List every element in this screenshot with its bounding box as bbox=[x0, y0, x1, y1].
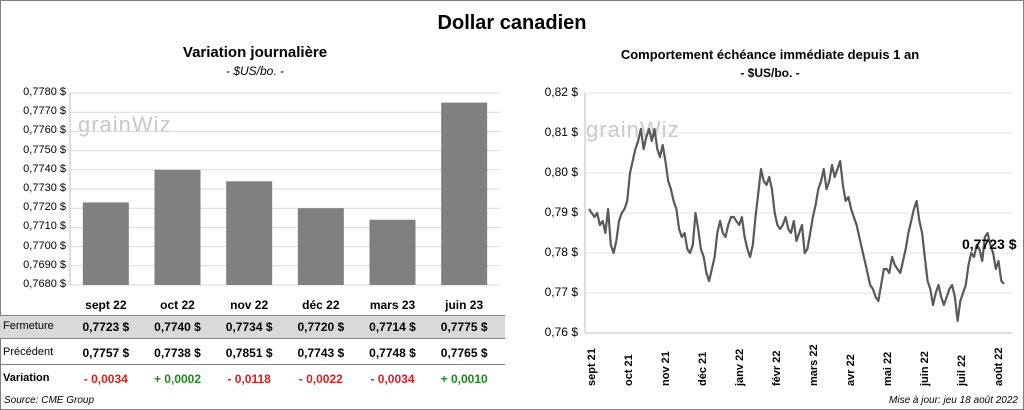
bar-category-label: nov 22 bbox=[230, 298, 269, 312]
line-y-tick-label: 0,77 $ bbox=[544, 285, 578, 299]
line-y-tick-label: 0,78 $ bbox=[544, 245, 578, 259]
right-chart-title: Comportement échéance immédiate depuis 1… bbox=[620, 47, 920, 62]
row-header-precedent: Précédent bbox=[3, 346, 54, 358]
precedent-cell: 0,7765 $ bbox=[440, 346, 488, 360]
variation-cell: - 0,0118 bbox=[227, 372, 271, 386]
bar-chart bbox=[69, 92, 500, 286]
fermeture-cell: 0,7714 $ bbox=[369, 320, 416, 334]
bar-y-tick-label: 0,7700 $ bbox=[23, 239, 66, 252]
table-row-fermeture: Fermeture bbox=[0, 315, 505, 339]
table-row-variation: Variation bbox=[0, 368, 505, 390]
right-chart-subtitle: - $US/bo. - bbox=[740, 66, 800, 80]
line-x-tick-label: déc 21 bbox=[697, 351, 709, 386]
bar bbox=[154, 169, 201, 285]
line-y-tick-label: 0,79 $ bbox=[544, 205, 578, 219]
bar bbox=[226, 181, 273, 285]
update-note: Mise à jour: jeu 18 août 2022 bbox=[889, 395, 1018, 406]
precedent-cell: 0,7748 $ bbox=[369, 346, 416, 360]
line-x-tick-label: oct 21 bbox=[623, 354, 635, 386]
bar-y-tick-label: 0,7770 $ bbox=[23, 105, 66, 118]
variation-cell: - 0,0034 bbox=[83, 372, 128, 386]
table-row-precedent: Précédent bbox=[0, 342, 505, 365]
row-header-fermeture: Fermeture bbox=[3, 320, 54, 332]
line-x-tick-label: sept 21 bbox=[586, 348, 598, 386]
bar-y-tick-label: 0,7690 $ bbox=[23, 258, 66, 271]
bar-y-tick-label: 0,7710 $ bbox=[23, 220, 66, 233]
bar bbox=[297, 208, 344, 285]
bar-category-label: sept 22 bbox=[85, 298, 127, 312]
variation-cell: - 0,0034 bbox=[370, 372, 415, 386]
grainwiz-watermark-right: grainWiz bbox=[586, 117, 680, 142]
last-value-label: 0,7723 $ bbox=[962, 236, 1017, 252]
bar-category-label: mars 23 bbox=[369, 298, 416, 312]
line-x-tick-label: janv 22 bbox=[734, 348, 746, 386]
bar bbox=[82, 202, 129, 285]
bar-y-tick-label: 0,7730 $ bbox=[23, 182, 66, 194]
line-x-tick-label: févr 22 bbox=[771, 350, 783, 386]
variation-cell: - 0,0022 bbox=[298, 372, 343, 386]
line-x-tick-label: avr 22 bbox=[845, 354, 857, 386]
bar-y-tick-label: 0,7750 $ bbox=[23, 143, 66, 156]
fermeture-cell: 0,7723 $ bbox=[82, 320, 130, 334]
bar-y-tick-label: 0,7760 $ bbox=[23, 124, 66, 137]
precedent-cell: 0,7738 $ bbox=[154, 346, 201, 360]
bar bbox=[441, 102, 488, 285]
fermeture-cell: 0,7775 $ bbox=[440, 320, 488, 334]
line-y-tick-label: 0,81 $ bbox=[544, 125, 578, 139]
price-line bbox=[588, 127, 1005, 323]
line-y-tick-label: 0,82 $ bbox=[544, 85, 578, 99]
line-y-tick-label: 0,76 $ bbox=[544, 325, 578, 339]
grainwiz-watermark-left: grainWiz bbox=[78, 112, 172, 137]
line-x-tick-label: nov 21 bbox=[660, 351, 672, 386]
fermeture-cell: 0,7740 $ bbox=[154, 320, 201, 334]
line-x-tick-label: mars 22 bbox=[808, 344, 820, 386]
bar-y-tick-label: 0,7680 $ bbox=[23, 278, 66, 290]
line-x-tick-label: mai 22 bbox=[882, 351, 894, 386]
line-y-tick-label: 0,80 $ bbox=[544, 165, 578, 179]
bar-category-label: oct 22 bbox=[160, 298, 195, 312]
bar-category-label: déc 22 bbox=[302, 298, 340, 312]
fermeture-cell: 0,7720 $ bbox=[297, 320, 345, 334]
precedent-cell: 0,7851 $ bbox=[225, 346, 273, 360]
source-note: Source: CME Group bbox=[4, 395, 95, 406]
left-chart-subtitle: - $US/bo. - bbox=[225, 64, 285, 78]
bar bbox=[369, 219, 416, 285]
dashboard-title: Dollar canadien bbox=[437, 12, 587, 34]
bar-y-tick-label: 0,7740 $ bbox=[23, 162, 66, 175]
fermeture-cell: 0,7734 $ bbox=[225, 320, 273, 334]
bar-y-tick-label: 0,7780 $ bbox=[23, 86, 66, 98]
precedent-cell: 0,7757 $ bbox=[82, 346, 130, 360]
bar-category-label: juin 23 bbox=[445, 298, 484, 312]
bar-y-tick-label: 0,7720 $ bbox=[23, 201, 66, 214]
variation-cell: + 0,0002 bbox=[153, 372, 202, 386]
row-header-variation: Variation bbox=[3, 372, 50, 384]
line-x-tick-label: août 22 bbox=[993, 347, 1005, 386]
line-x-tick-label: juin 22 bbox=[919, 351, 931, 386]
precedent-cell: 0,7743 $ bbox=[297, 346, 345, 360]
variation-cell: + 0,0010 bbox=[440, 372, 488, 386]
line-x-tick-label: juil 22 bbox=[956, 354, 968, 386]
left-chart-title: Variation journalière bbox=[182, 44, 328, 61]
